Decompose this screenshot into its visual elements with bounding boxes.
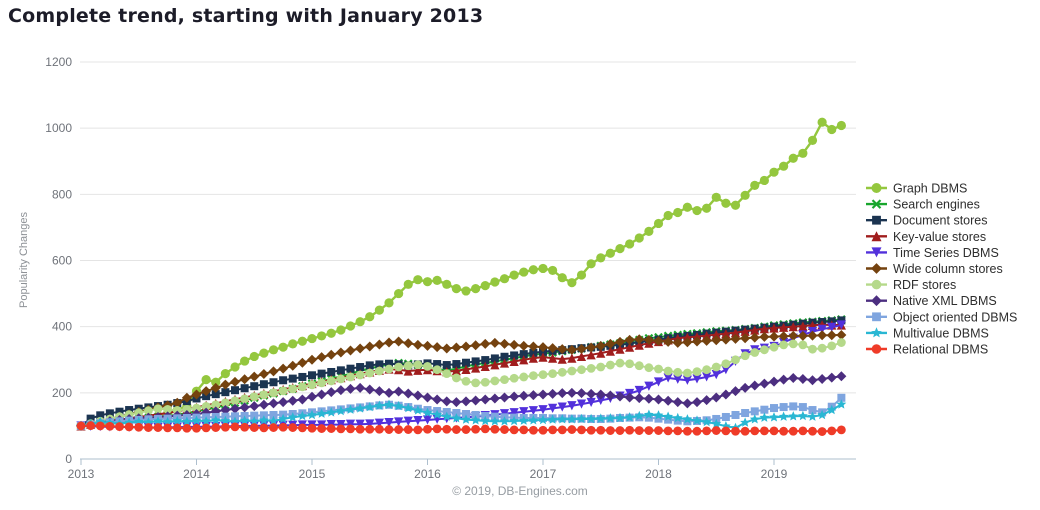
legend-item-object-oriented-dbms: Object oriented DBMS: [866, 310, 1017, 324]
legend-item-native-xml-dbms: Native XML DBMS: [866, 294, 997, 308]
x-tick-label: 2013: [68, 467, 95, 481]
legend-label: Search engines: [893, 198, 980, 212]
y-tick-label: 1200: [45, 55, 72, 69]
y-tick-label: 600: [52, 254, 72, 268]
legend-item-time-series-dbms: Time Series DBMS: [866, 246, 999, 260]
y-tick-label: 800: [52, 187, 72, 201]
legend-label: RDF stores: [893, 278, 956, 292]
legend-label: Time Series DBMS: [893, 246, 999, 260]
legend-label: Key-value stores: [893, 230, 986, 244]
legend-item-rdf-stores: RDF stores: [866, 278, 956, 292]
x-tick-label: 2015: [299, 467, 326, 481]
legend-item-key-value-stores: Key-value stores: [866, 230, 986, 244]
series-relational-dbms[interactable]: Relational DBMS: [76, 421, 846, 436]
legend-label: Document stores: [893, 214, 987, 228]
grid: 0 200 400 600 800 1000 1200 2013 2014 2015 2016 201…: [45, 55, 856, 481]
copyright-footer: © 2019, DB-Engines.com: [452, 484, 588, 498]
x-tick-label: 2014: [183, 467, 210, 481]
series-rdf-stores[interactable]: RDF stores: [76, 338, 846, 431]
legend-label: Graph DBMS: [893, 182, 967, 196]
x-tick-label: 2016: [414, 467, 441, 481]
legend-item-multivalue-dbms: Multivalue DBMS: [866, 326, 989, 340]
y-tick-label: 200: [52, 386, 72, 400]
legend-item-graph-dbms: Graph DBMS: [866, 182, 967, 196]
x-tick-label: 2017: [530, 467, 557, 481]
chart-title: Complete trend, starting with January 20…: [8, 5, 484, 27]
x-tick-label: 2019: [761, 467, 788, 481]
legend-label: Multivalue DBMS: [893, 326, 989, 340]
legend-label: Wide column stores: [893, 262, 1003, 276]
legend-label: Relational DBMS: [893, 343, 988, 357]
legend-item-wide-column-stores: Wide column stores: [866, 262, 1003, 276]
x-tick-label: 2018: [645, 467, 672, 481]
legend: Graph DBMS Search engines Document stores K…: [866, 182, 1017, 357]
legend-label: Object oriented DBMS: [893, 310, 1017, 324]
series-graph-dbms[interactable]: Graph DBMS: [76, 117, 846, 431]
legend-item-search-engines: Search engines: [866, 198, 980, 212]
y-axis-title: Popularity Changes: [18, 212, 30, 309]
legend-label: Native XML DBMS: [893, 294, 997, 308]
legend-item-relational-dbms: Relational DBMS: [866, 343, 988, 357]
legend-item-document-stores: Document stores: [866, 214, 987, 228]
y-tick-label: 400: [52, 320, 72, 334]
y-tick-label: 0: [65, 452, 72, 466]
y-tick-label: 1000: [45, 121, 72, 135]
